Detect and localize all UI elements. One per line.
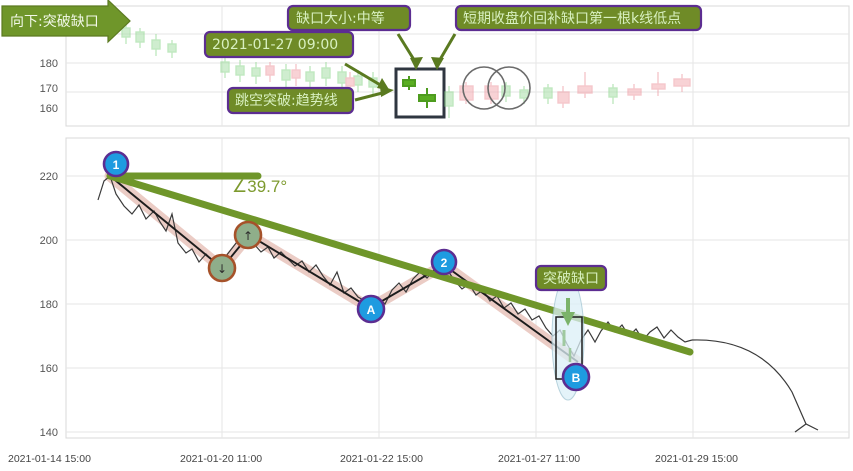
detail-plot-frame	[65, 137, 850, 439]
overview-ytick-170: 170	[40, 83, 58, 95]
signal-marker-up-glyph: ↑	[243, 229, 253, 243]
callout-breakout-gap-text: 突破缺口	[543, 271, 599, 287]
pivot-marker-2-label: 2	[441, 256, 448, 270]
detail-ytick-140: 140	[40, 427, 58, 439]
pivot-marker-2[interactable]: 2	[430, 248, 458, 276]
callout-gap-refill[interactable]: 短期收盘价回补缺口第一根k线低点	[454, 4, 703, 32]
projection-arc	[691, 339, 807, 425]
detail-ytick-160: 160	[40, 363, 58, 375]
detail-panel: 220 200 180 160 140 ∠39.7° 突破缺口	[40, 137, 850, 439]
xtick-2: 2021-01-22 15:00	[340, 453, 423, 465]
overview-candles-right	[444, 72, 691, 118]
overview-ytick-180: 180	[40, 58, 58, 70]
callout-gap-size-text: 缺口大小:中等	[296, 10, 385, 27]
breakout-down-arrow	[561, 298, 575, 362]
gap-highlight-box	[394, 67, 446, 119]
pivot-marker-B-label: B	[572, 371, 581, 385]
pivot-marker-1[interactable]: 1	[102, 150, 130, 178]
detail-ytick-180: 180	[40, 299, 58, 311]
xtick-4: 2021-01-29 15:00	[655, 453, 738, 465]
pivot-marker-A[interactable]: A	[356, 294, 386, 324]
xtick-0: 2021-01-14 15:00	[8, 453, 91, 465]
projection-arc-tip	[794, 423, 819, 433]
overview-ytick-160: 160	[40, 103, 58, 115]
xtick-1: 2021-01-20 11:00	[180, 453, 262, 465]
signal-marker-down-glyph: ↓	[217, 262, 227, 276]
callout-gap-breakout[interactable]: 跳空突破:趋势线	[226, 86, 355, 115]
pivot-marker-B[interactable]: B	[561, 362, 591, 392]
direction-arrow-label-text: 向下:突破缺口	[10, 14, 99, 30]
callout-arrows	[344, 33, 457, 102]
x-axis: 2021-01-14 15:00 2021-01-20 11:00 2021-0…	[8, 453, 738, 465]
price-line	[97, 174, 693, 358]
xtick-3: 2021-01-27 11:00	[498, 453, 580, 465]
callout-gap-size[interactable]: 缺口大小:中等	[286, 4, 412, 32]
detail-ytick-200: 200	[40, 235, 58, 247]
callout-breakout-gap[interactable]: 突破缺口	[534, 264, 608, 292]
overview-panel: 180 170 160	[1, 0, 850, 127]
downtrend-line	[106, 172, 694, 356]
overview-gridlines	[66, 6, 849, 126]
signal-marker-down[interactable]: ↓	[207, 253, 237, 283]
detail-ytick-220: 220	[40, 171, 58, 183]
callout-gap-breakout-text: 跳空突破:趋势线	[235, 93, 338, 109]
callout-gap-time-text: 2021-01-27 09:00	[212, 37, 338, 53]
direction-arrow-label: 向下:突破缺口	[1, 0, 131, 44]
detail-gridlines	[66, 138, 849, 438]
gap-refill-circles	[462, 66, 531, 110]
callout-gap-time[interactable]: 2021-01-27 09:00	[203, 30, 355, 59]
angle-annotation: ∠39.7°	[232, 177, 287, 196]
pivot-marker-1-label: 1	[113, 158, 120, 172]
gap-highlight-candles	[402, 76, 436, 108]
pivot-marker-A-label: A	[367, 303, 376, 317]
signal-marker-up[interactable]: ↑	[233, 220, 263, 250]
callout-gap-refill-text: 短期收盘价回补缺口第一根k线低点	[463, 10, 681, 27]
